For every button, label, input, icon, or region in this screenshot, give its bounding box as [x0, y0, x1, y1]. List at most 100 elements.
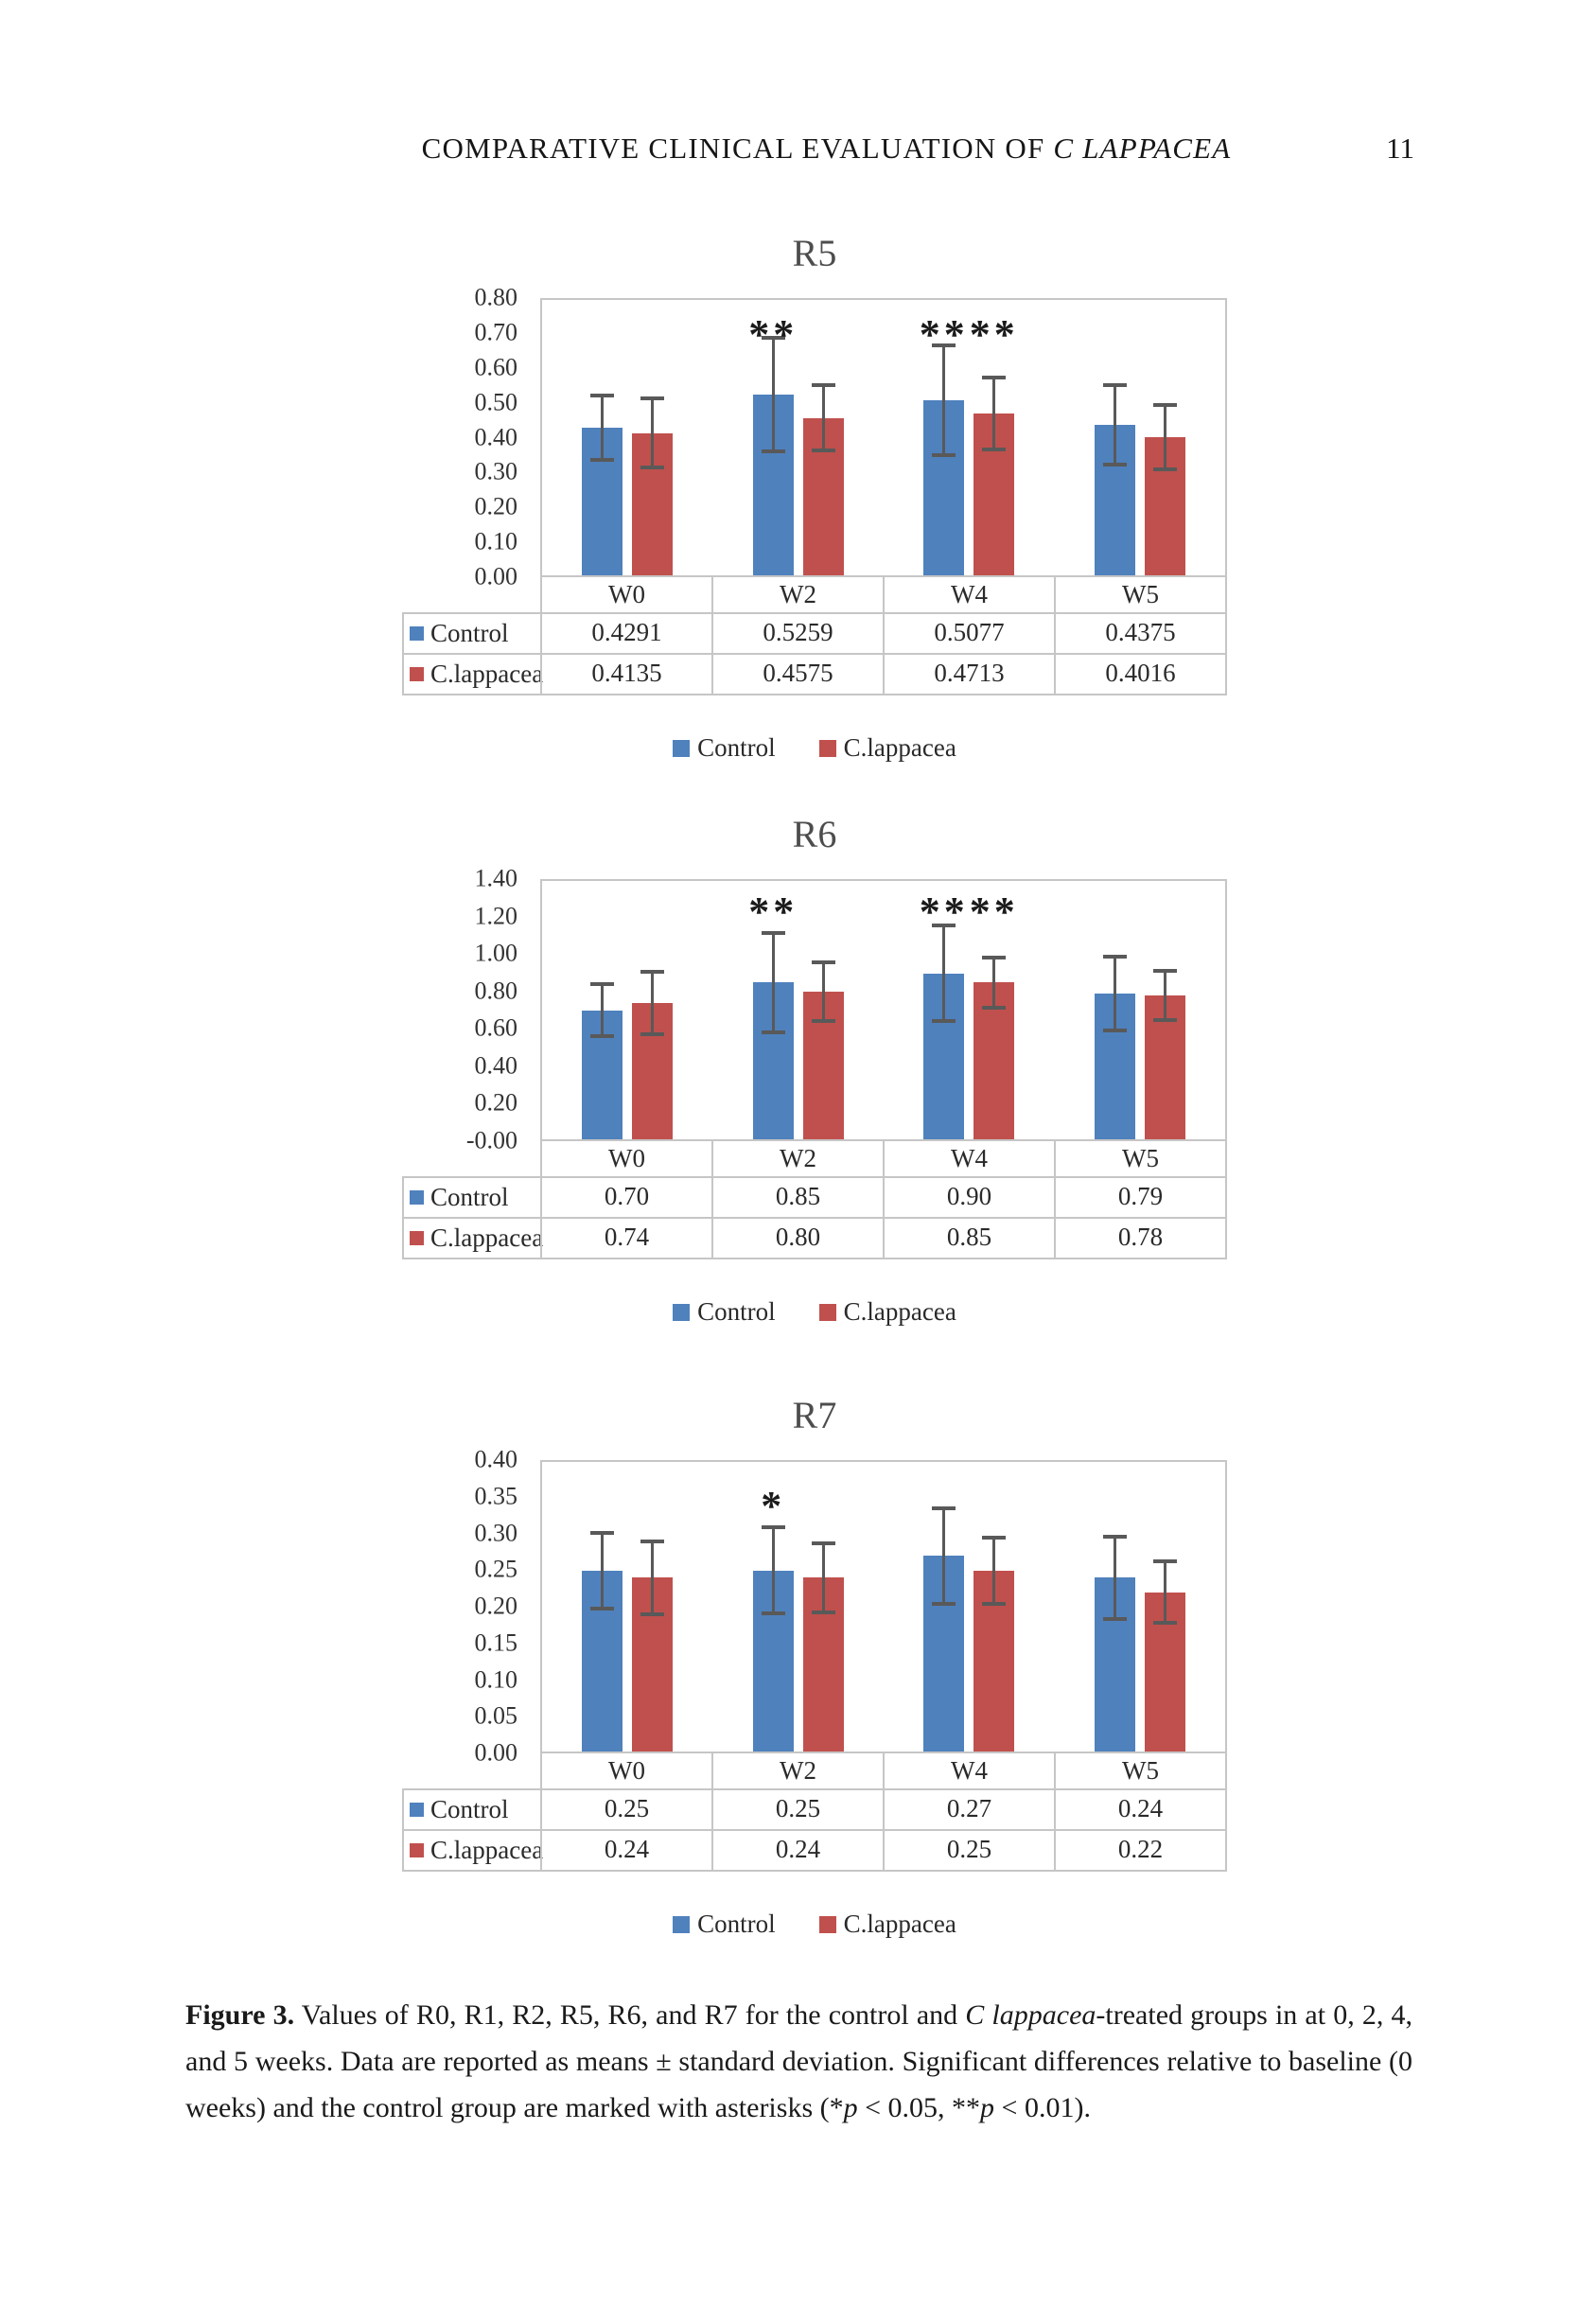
y-tick-r7-0.35: 0.35 — [474, 1482, 518, 1510]
y-tick-r5-0.10: 0.10 — [474, 527, 518, 555]
y-tick-r7-0.05: 0.05 — [474, 1701, 518, 1730]
error-bar-clappacea-w5-cap-top — [1152, 1559, 1177, 1564]
y-tick-r5-0.70: 0.70 — [474, 318, 518, 346]
error-bar-clappacea-w0-cap-bottom — [640, 1031, 665, 1036]
error-bar-clappacea-w0-cap-bottom — [640, 1611, 665, 1616]
category-row-r6: W0 W2 W4 W5 — [402, 1141, 1227, 1176]
table-row-label-control: Control — [402, 614, 540, 653]
caption-species-italic: C lappacea — [965, 1999, 1096, 2031]
error-bar-control-w4-line — [942, 343, 946, 458]
significance-mark-r6-w4-clappacea: ** — [969, 888, 1019, 935]
y-tick-r5-0.00: 0.00 — [474, 562, 518, 590]
legend-item-clappacea: C.lappacea — [818, 1297, 956, 1327]
error-bar-control-w2-cap-bottom — [761, 1611, 785, 1616]
error-bar-clappacea-w5-line — [1163, 402, 1166, 472]
table-value-r7-clappacea-w0: 0.24 — [540, 1831, 711, 1870]
chart-r5: R5 0.80 0.70 0.60 0.50 0.40 0.30 0.20 0.10 0.00 … — [402, 225, 1227, 763]
series-name-control: Control — [430, 1795, 509, 1823]
table-value-r7-control-w0: 0.25 — [540, 1790, 711, 1829]
category-row-r5: W0 W2 W4 W5 — [402, 577, 1227, 612]
error-bar-clappacea-w0-cap-top — [640, 969, 665, 974]
y-tick-r7-0.15: 0.15 — [474, 1628, 518, 1657]
table-value-r7-control-w5: 0.24 — [1054, 1790, 1227, 1829]
error-bar-control-w4-cap-bottom — [932, 1019, 956, 1024]
y-tick-r6-0.20: 0.20 — [474, 1088, 518, 1117]
error-bar-control-w5-line — [1113, 955, 1116, 1032]
error-bar-control-w0-cap-top — [590, 982, 615, 987]
legend-label-clappacea: C.lappacea — [843, 733, 956, 762]
error-bar-clappacea-w5-cap-bottom — [1152, 1621, 1177, 1626]
error-bar-clappacea-w2-cap-top — [811, 383, 835, 388]
legend-swatch-control — [673, 739, 691, 757]
series-swatch-control — [410, 1190, 424, 1205]
error-bar-control-w4-cap-top — [932, 1506, 956, 1511]
error-bar-clappacea-w2-cap-bottom — [811, 449, 835, 452]
table-value-r6-clappacea-w0: 0.74 — [540, 1219, 711, 1258]
category-label-r5-w4: W4 — [883, 577, 1054, 612]
category-label-r7-w5: W5 — [1054, 1753, 1227, 1788]
chart-r7-plot: * — [540, 1460, 1227, 1753]
error-bar-control-w2-cap-bottom — [761, 1030, 785, 1034]
error-bar-clappacea-w2-line — [821, 383, 825, 452]
caption-text-4: < 0.01). — [994, 2091, 1091, 2123]
table-value-r5-clappacea-w0: 0.4135 — [540, 655, 711, 694]
category-label-r6-w4: W4 — [883, 1141, 1054, 1176]
series-name-clappacea: C.lappacea — [430, 1223, 544, 1252]
y-tick-r5-0.40: 0.40 — [474, 422, 518, 450]
chart-r6-area: 1.40 1.20 1.00 0.80 0.60 0.40 0.20 -0.00 ** ** ** — [402, 866, 1227, 1153]
error-bar-control-w0-line — [601, 982, 605, 1038]
series-name-clappacea: C.lappacea — [430, 660, 544, 688]
legend-item-clappacea: C.lappacea — [818, 1910, 956, 1939]
error-bar-control-w4-cap-top — [932, 923, 956, 927]
y-tick-r6-0.40: 0.40 — [474, 1051, 518, 1080]
error-bar-clappacea-w5-cap-bottom — [1152, 1018, 1177, 1023]
error-bar-control-w4-cap-bottom — [932, 1601, 956, 1606]
chart-r7-title: R7 — [792, 1394, 837, 1436]
chart-r5-legend: Control C.lappacea — [402, 733, 1227, 763]
error-bar-clappacea-w4-cap-bottom — [982, 1601, 1007, 1606]
table-value-r5-control-w0: 0.4291 — [540, 614, 711, 653]
category-label-r6-w5: W5 — [1054, 1141, 1227, 1176]
series-swatch-clappacea — [410, 667, 424, 681]
chart-r6-y-axis: 1.40 1.20 1.00 0.80 0.60 0.40 0.20 -0.00 — [402, 866, 540, 1153]
caption-p-italic-1: p — [843, 2091, 858, 2123]
table-row-r6-clappacea: C.lappacea 0.74 0.80 0.85 0.78 — [402, 1217, 1227, 1259]
chart-r7-y-axis: 0.40 0.35 0.30 0.25 0.20 0.15 0.10 0.05 0.00 — [402, 1447, 540, 1765]
table-value-r7-control-w4: 0.27 — [883, 1790, 1054, 1829]
category-label-r6-w2: W2 — [711, 1141, 883, 1176]
series-name-control: Control — [430, 1183, 509, 1211]
series-swatch-clappacea — [410, 1843, 424, 1857]
error-bar-control-w2-cap-bottom — [761, 449, 785, 453]
chart-r5-title: R5 — [792, 232, 837, 274]
error-bar-control-w4-line — [942, 923, 946, 1024]
table-value-r6-clappacea-w5: 0.78 — [1054, 1219, 1227, 1258]
y-tick-r7-0.40: 0.40 — [474, 1445, 518, 1473]
page-number: 11 — [1386, 132, 1414, 165]
error-bar-clappacea-w2-cap-bottom — [811, 1019, 835, 1024]
table-value-r5-clappacea-w5: 0.4016 — [1054, 655, 1227, 694]
error-bar-clappacea-w4-cap-top — [982, 956, 1007, 959]
legend-swatch-clappacea — [818, 1915, 836, 1933]
table-row-label-clappacea: C.lappacea — [402, 1219, 544, 1258]
table-value-r6-clappacea-w4: 0.85 — [883, 1219, 1054, 1258]
category-label-r5-w2: W2 — [711, 577, 883, 612]
chart-r7: R7 0.40 0.35 0.30 0.25 0.20 0.15 0.10 0.05 0.00 … — [402, 1387, 1227, 1939]
y-tick-r7-0.00: 0.00 — [474, 1738, 518, 1767]
running-head-species: C LAPPACEA — [1053, 132, 1232, 165]
error-bar-clappacea-w4-cap-bottom — [982, 447, 1007, 451]
table-row-label-control: Control — [402, 1178, 540, 1217]
category-label-r5-w5: W5 — [1054, 577, 1227, 612]
error-bar-clappacea-w2-cap-bottom — [811, 1610, 835, 1614]
error-bar-clappacea-w5-line — [1163, 968, 1166, 1023]
error-bar-control-w0-cap-top — [590, 1530, 615, 1535]
y-tick-r7-0.20: 0.20 — [474, 1592, 518, 1620]
legend-label-control: Control — [697, 1910, 776, 1938]
table-value-r6-control-w5: 0.79 — [1054, 1178, 1227, 1217]
table-value-r5-control-w5: 0.4375 — [1054, 614, 1227, 653]
legend-label-clappacea: C.lappacea — [843, 1910, 956, 1938]
table-row-label-clappacea: C.lappacea — [402, 655, 544, 694]
error-bar-control-w2-line — [771, 335, 775, 453]
category-label-r7-w0: W0 — [540, 1753, 711, 1788]
y-tick-r6-1.40: 1.40 — [474, 864, 518, 892]
